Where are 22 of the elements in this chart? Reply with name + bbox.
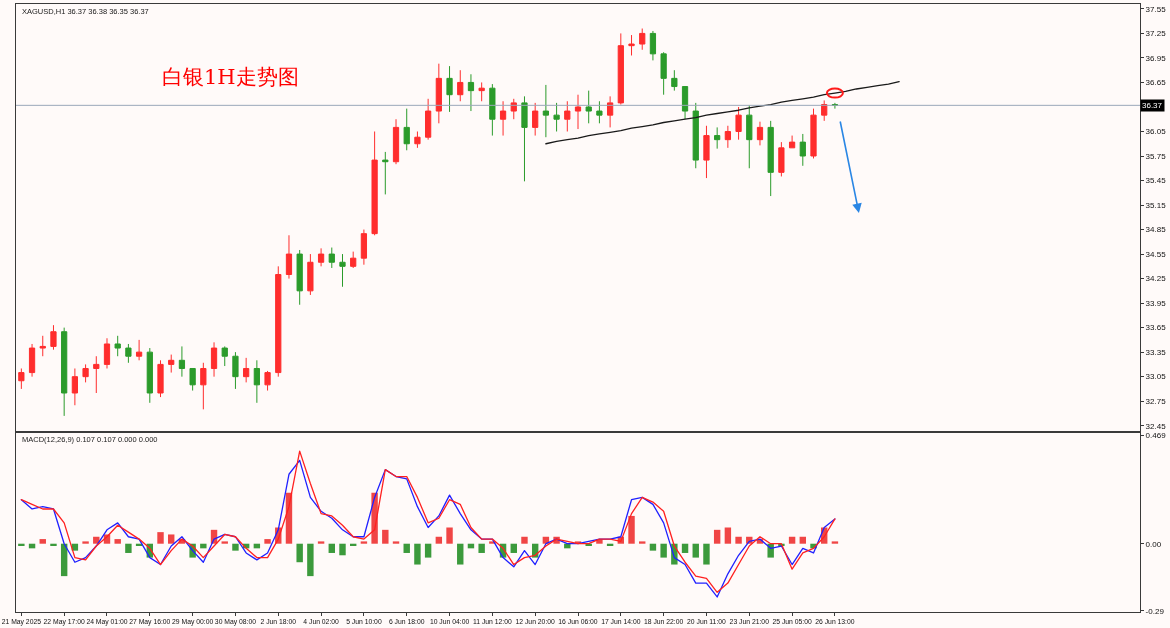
y-tick-label: 34.25 [1145, 274, 1167, 284]
y-tick-label: 36.05 [1145, 127, 1167, 137]
y-tick-label: 35.45 [1145, 176, 1167, 186]
y-tick-label: 35.75 [1145, 151, 1167, 161]
y-tick-label: 0.00 [1145, 539, 1162, 549]
y-tick-label: 0.469 [1145, 430, 1167, 440]
y-tick-label: 33.35 [1145, 347, 1167, 357]
y-tick-label: 33.05 [1145, 372, 1167, 382]
y-tick-label: 37.55 [1145, 4, 1167, 14]
ref-line-label: 36.37 [1142, 101, 1163, 110]
y-tick-label: -0.29 [1145, 606, 1165, 616]
y-tick-label: 37.25 [1145, 29, 1167, 39]
y-tick-label: 32.45 [1145, 421, 1167, 431]
annotation: 白银1H走势图 [162, 65, 299, 89]
y-tick-label: 32.75 [1145, 396, 1167, 406]
y-tick-label: 33.65 [1145, 323, 1167, 333]
y-tick-label: 36.65 [1145, 78, 1167, 88]
y-tick-label: 33.95 [1145, 298, 1167, 308]
y-tick-label: 34.85 [1145, 225, 1167, 235]
y-tick-label: 35.15 [1145, 200, 1167, 210]
y-tick-label: 36.95 [1145, 53, 1167, 63]
y-tick-label: 34.55 [1145, 249, 1167, 259]
